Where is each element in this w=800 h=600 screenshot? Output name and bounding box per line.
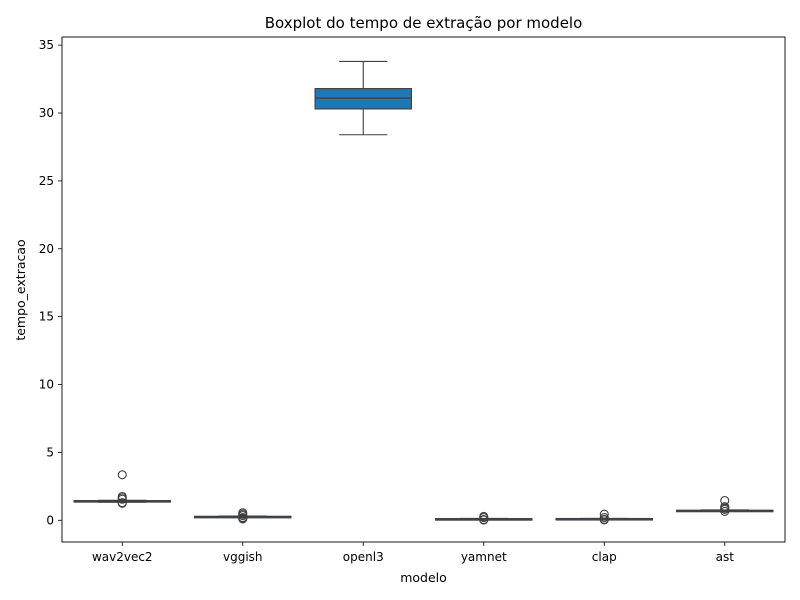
box-openl3 bbox=[314, 88, 412, 110]
outlier-point bbox=[238, 508, 248, 518]
plot-frame bbox=[61, 36, 786, 543]
outlier-point bbox=[117, 491, 127, 502]
outlier-point bbox=[720, 496, 730, 506]
x-tick-label: vggish bbox=[223, 550, 263, 564]
outlier-point bbox=[599, 509, 609, 519]
plot-area bbox=[62, 37, 785, 542]
y-tick-label: 15 bbox=[39, 310, 54, 324]
x-tick-label: clap bbox=[592, 550, 617, 564]
outlier-point bbox=[479, 511, 489, 522]
y-tick-label: 0 bbox=[46, 513, 54, 527]
outlier-point bbox=[117, 470, 127, 480]
x-tick-label: openl3 bbox=[343, 550, 384, 564]
outlier-point bbox=[117, 498, 127, 508]
x-tick-label: wav2vec2 bbox=[92, 550, 153, 564]
y-tick-label: 30 bbox=[39, 106, 54, 120]
x-tick-label: ast bbox=[716, 550, 735, 564]
outlier-point bbox=[720, 502, 730, 512]
outlier-point bbox=[599, 513, 609, 523]
y-tick-label: 20 bbox=[39, 242, 54, 256]
y-tick-label: 25 bbox=[39, 174, 54, 188]
y-tick-label: 35 bbox=[39, 38, 54, 52]
y-tick-label: 5 bbox=[46, 445, 54, 459]
chart-title: Boxplot do tempo de extração por modelo bbox=[265, 14, 583, 32]
x-tick-label: yamnet bbox=[461, 550, 507, 564]
x-axis-label: modelo bbox=[400, 570, 447, 585]
y-axis-label: tempo_extracao bbox=[13, 239, 28, 340]
y-tick-label: 10 bbox=[39, 378, 54, 392]
